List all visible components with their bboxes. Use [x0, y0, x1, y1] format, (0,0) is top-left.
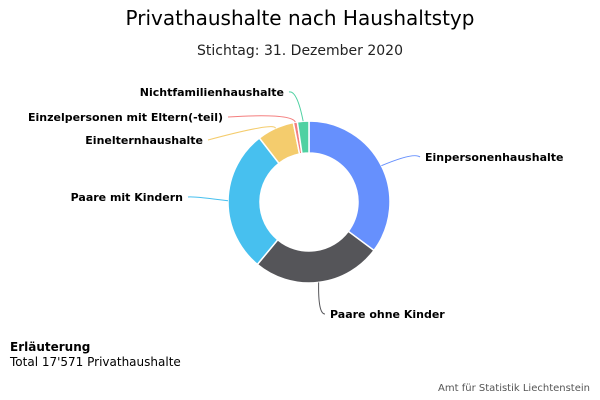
explanation-title: Erläuterung	[10, 340, 91, 354]
connector-nichtfamilienhaushalte	[288, 91, 304, 122]
slice-paare-mit-kindern[interactable]	[227, 136, 281, 266]
label-nichtfamilienhaushalte: Nichtfamilienhaushalte	[140, 86, 284, 99]
chart-subtitle: Stichtag: 31. Dezember 2020	[196, 43, 403, 59]
connector-einzelpersonen-mit-eltern-teil	[227, 115, 296, 123]
explanation-text: Total 17'571 Privathaushalte	[10, 355, 181, 369]
explanation-note: Erläuterung Total 17'571 Privathaushalte	[10, 340, 181, 370]
label-einzelpersonen-mit-eltern-teil: Einzelpersonen mit Eltern(-teil)	[28, 111, 223, 124]
slice-einpersonenhaushalte[interactable]	[308, 120, 391, 252]
connector-paare-mit-kindern	[187, 196, 229, 202]
source-credit: Amt für Statistik Liechtenstein	[438, 383, 590, 394]
label-paare-ohne-kinder: Paare ohne Kinder	[330, 308, 445, 321]
connector-paare-ohne-kinder	[318, 282, 326, 315]
connector-einpersonenhaushalte	[381, 155, 421, 167]
label-paare-mit-kindern: Paare mit Kindern	[71, 191, 183, 204]
label-einpersonenhaushalte: Einpersonenhaushalte	[425, 151, 563, 164]
chart-title: Privathaushalte nach Haushaltstyp	[125, 6, 475, 30]
label-einelternhaushalte: Einelternhaushalte	[85, 134, 203, 147]
connector-einelternhaushalte	[207, 126, 276, 141]
slice-nichtfamilienhaushalte[interactable]	[296, 120, 310, 155]
